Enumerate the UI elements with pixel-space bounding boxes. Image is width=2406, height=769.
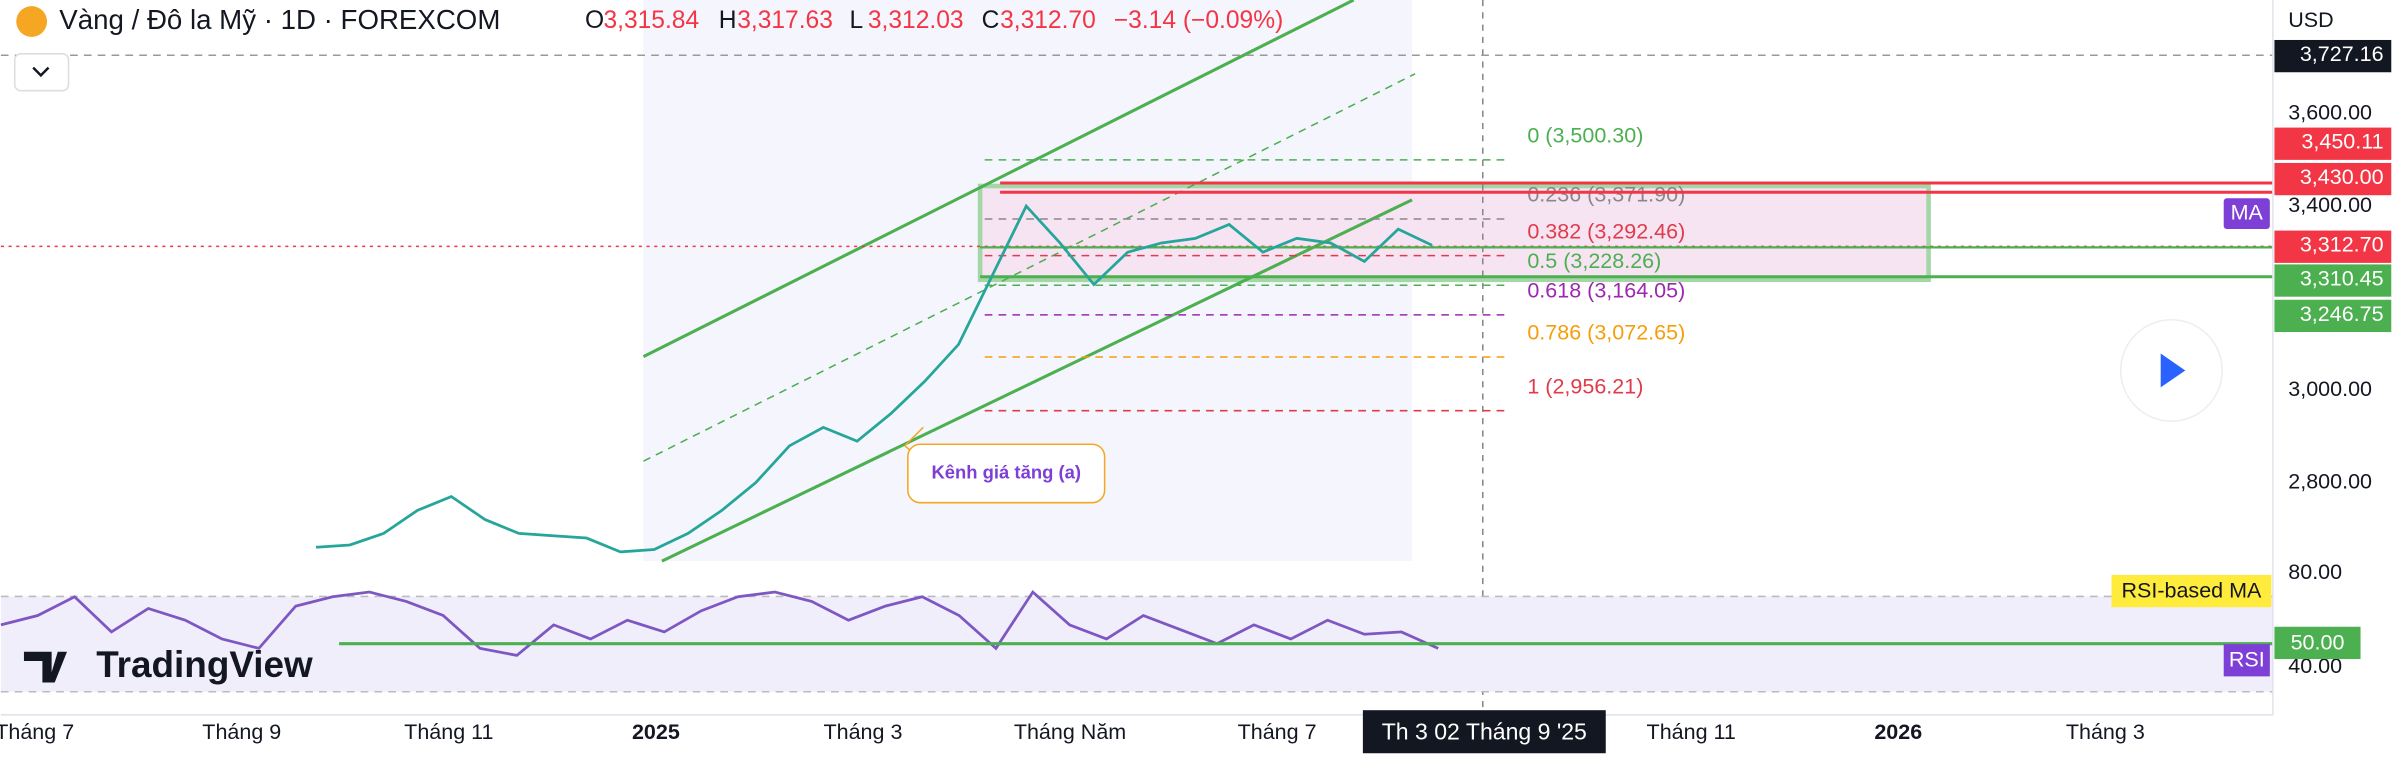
y-tick-label: 3,000.00 — [2288, 377, 2372, 401]
ma-tag — [2223, 198, 2270, 230]
crosshair-tag — [1362, 710, 1606, 754]
x-tick-label: Tháng 3 — [2066, 720, 2145, 744]
x-tick-label: Tháng 9 — [202, 720, 281, 744]
price-tag-label: 3,312.70 — [2300, 233, 2384, 257]
x-tick-label: Tháng 7 — [1238, 720, 1317, 744]
play-icon — [2160, 353, 2186, 388]
price-tag-label: 3,430.00 — [2300, 165, 2384, 189]
price-tag-label: 3,450.11 — [2301, 130, 2383, 154]
fib-label: 0.786 (3,072.65) — [1527, 321, 1685, 345]
x-tick-label: Tháng 3 — [823, 720, 902, 744]
price-tag — [2274, 162, 2392, 196]
rsi-tick-label: 80.00 — [2288, 560, 2342, 584]
annotation: Kênh giá tăng (a) — [931, 461, 1081, 482]
logo: TradingView — [96, 644, 313, 685]
series-line — [0, 589, 1439, 657]
fib-label: 0 (3,500.30) — [1527, 123, 1643, 147]
ohlc-o-value: 3,315.84 — [603, 7, 699, 34]
price-tag-label: 3,727.16 — [2300, 42, 2384, 66]
x-tick-label: 2026 — [1874, 720, 1922, 744]
rsi-level-label: 50.00 — [2291, 630, 2345, 654]
callout-box — [907, 443, 1106, 504]
symbol-icon — [16, 6, 48, 37]
range-box — [977, 183, 1931, 283]
ohlc-h-value: 3,317.63 — [737, 7, 833, 34]
price-tag-label: 3,246.75 — [2300, 302, 2384, 326]
rsi-name-tag — [2223, 644, 2270, 677]
ohlc-l-value: 3,312.03 — [868, 7, 964, 34]
ohlc-h: H — [719, 7, 737, 34]
channel-lower — [661, 198, 1413, 563]
fib-label: 0.5 (3,228.26) — [1527, 249, 1661, 273]
price-tag — [2274, 127, 2392, 160]
change: −3.14 (−0.09%) — [1114, 7, 1283, 34]
symbol: Vàng / Đô la Mỹ · 1D · FOREXCOM — [59, 4, 500, 35]
rsi-ma-tag — [2111, 574, 2272, 608]
fib-label: 0.236 (3,371.90) — [1527, 183, 1685, 207]
x-tick-label: Tháng 7 — [0, 720, 74, 744]
price-tag — [2274, 39, 2392, 73]
logo-icon — [23, 651, 67, 683]
price-tag — [2274, 264, 2392, 297]
fib-label: 0.382 (3,292.46) — [1527, 219, 1685, 243]
ma-label: MA — [2231, 200, 2264, 224]
ohlc-l: L — [849, 7, 863, 34]
x-tick-label: 2025 — [632, 720, 680, 744]
fib-label: 1 (2,956.21) — [1527, 374, 1643, 398]
rsi-ma-label: RSI-based MA — [2121, 579, 2262, 603]
y-tick-label: 3,400.00 — [2288, 193, 2372, 217]
channel-mid — [643, 73, 1416, 462]
channel-upper — [642, 0, 1355, 359]
ohlc-o: O — [585, 7, 604, 34]
ohlc-c-value: 3,312.70 — [1000, 7, 1096, 34]
y-tick-label: 2,800.00 — [2288, 469, 2372, 493]
x-tick-label: Tháng 11 — [404, 720, 493, 744]
price-tag — [2274, 299, 2392, 333]
currency: USD — [2288, 8, 2333, 32]
rsi-name-label: RSI — [2229, 648, 2265, 672]
collapse-button[interactable] — [13, 53, 70, 92]
y-tick-label: 3,600.00 — [2288, 101, 2372, 125]
price-tag — [2274, 230, 2392, 263]
rsi-level-tag — [2274, 626, 2361, 660]
x-tick-label: Tháng 11 — [1647, 720, 1736, 744]
price-tag-label: 3,310.45 — [2300, 266, 2384, 290]
fib-label: 0.618 (3,164.05) — [1527, 278, 1685, 302]
ohlc-c: C — [982, 7, 1000, 34]
x-tick-label: Tháng Năm — [1014, 720, 1126, 744]
crosshair-label: Th 3 02 Tháng 9 '25 — [1382, 718, 1587, 744]
chevron — [32, 66, 50, 78]
series-line — [315, 203, 1433, 554]
